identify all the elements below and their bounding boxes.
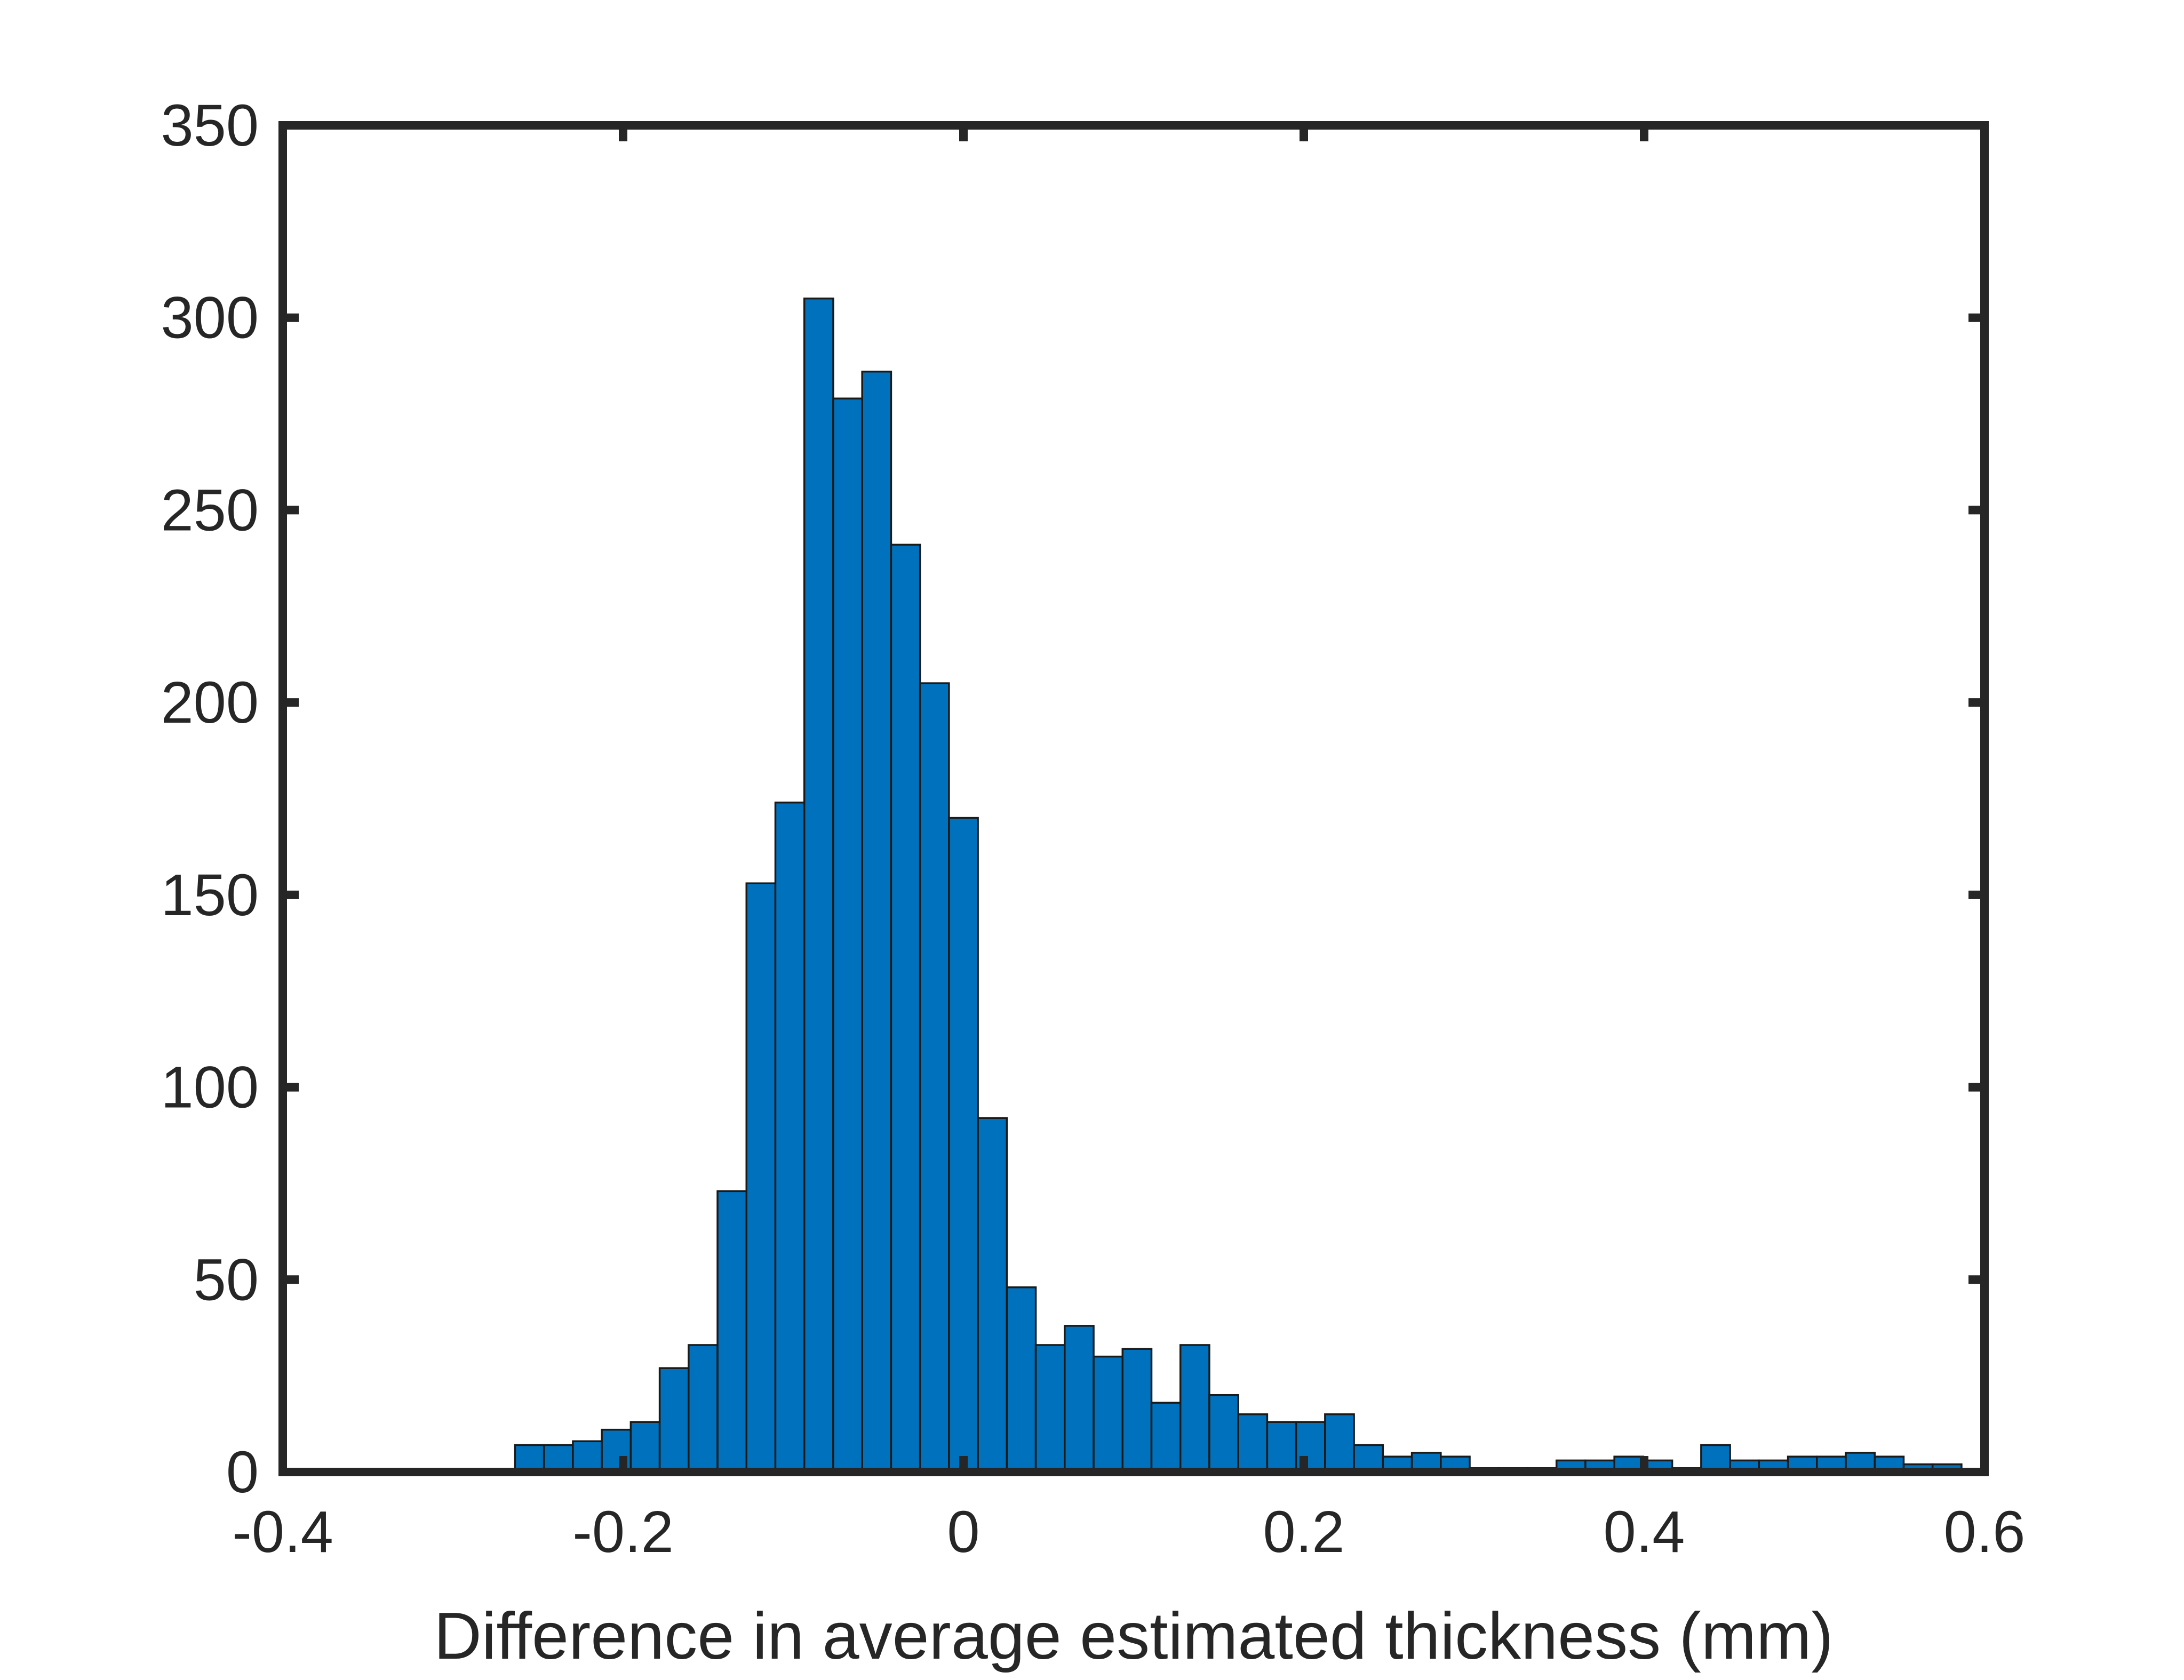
histogram-bar [745, 882, 777, 1473]
axes-box [278, 121, 1989, 1476]
y-tick-label: 0 [226, 1439, 259, 1505]
histogram-bar [890, 543, 921, 1473]
y-tick-label: 150 [161, 862, 259, 928]
histogram-bar [1093, 1355, 1124, 1473]
histogram-bar [948, 817, 979, 1473]
histogram-bar [774, 801, 806, 1473]
histogram-bar [688, 1344, 719, 1473]
histogram-bars [514, 297, 1963, 1473]
histogram-bar [1179, 1344, 1210, 1473]
histogram-bar [1121, 1348, 1153, 1473]
y-tick-labels: 0 50 100 150 200 250 300 350 [161, 93, 259, 1505]
histogram-bar [977, 1117, 1008, 1473]
histogram-bar [1324, 1413, 1355, 1473]
histogram-bar [803, 297, 834, 1473]
histogram-bar [543, 1444, 574, 1473]
histogram-bar [1034, 1344, 1066, 1473]
y-tick-label: 100 [161, 1055, 259, 1121]
y-tick-label: 50 [194, 1247, 259, 1313]
histogram-bar [1237, 1413, 1269, 1473]
histogram-bar [1064, 1325, 1095, 1473]
histogram-bar [572, 1440, 603, 1473]
x-tick-label: 0.2 [1263, 1499, 1345, 1565]
y-tick-label: 200 [161, 670, 259, 735]
histogram-bar [1208, 1394, 1239, 1473]
x-tick-label: -0.2 [572, 1499, 674, 1565]
histogram-bar [514, 1444, 545, 1473]
histogram-bar [1266, 1421, 1297, 1473]
y-tick-label: 350 [161, 93, 259, 158]
x-axis-label: Difference in average estimated thicknes… [434, 1599, 1833, 1673]
x-tick-label: -0.4 [232, 1499, 333, 1565]
histogram-bar [1150, 1402, 1182, 1473]
y-tick-label: 250 [161, 477, 259, 543]
histogram-bar [919, 682, 950, 1473]
y-tick-label: 300 [161, 285, 259, 351]
histogram-bar [658, 1367, 690, 1473]
histogram-bar [832, 397, 863, 1473]
histogram-bar [1700, 1444, 1731, 1473]
x-tick-labels: -0.4 -0.2 0 0.2 0.4 0.6 [232, 1499, 2025, 1565]
histogram-bar [716, 1190, 748, 1473]
x-tick-label: 0.4 [1604, 1499, 1685, 1565]
histogram-bar [629, 1421, 661, 1473]
x-tick-label: 0 [947, 1499, 979, 1565]
histogram-bar [861, 370, 892, 1473]
x-tick-label: 0.6 [1944, 1499, 2026, 1565]
histogram-bar [1006, 1286, 1037, 1473]
